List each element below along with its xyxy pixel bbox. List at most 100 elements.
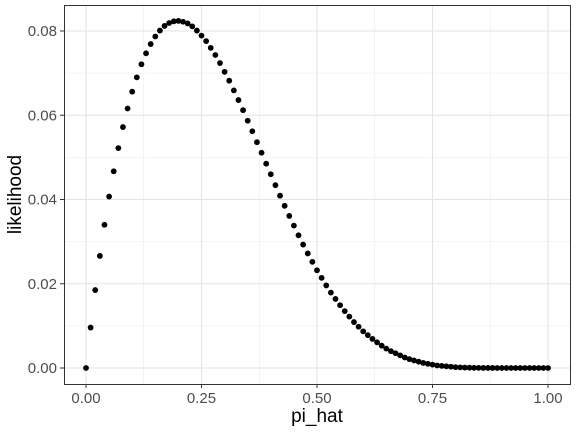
data-point xyxy=(120,124,126,130)
x-axis-tick-labels: 0.00 0.25 0.50 0.75 1.00 xyxy=(71,390,562,407)
data-point xyxy=(337,302,343,309)
y-axis-title: likelihood xyxy=(5,155,26,234)
data-point xyxy=(143,50,149,57)
y-axis-tick-labels: 0.00 0.02 0.04 0.06 0.08 xyxy=(28,23,57,377)
x-axis-title: pi_hat xyxy=(291,406,343,427)
y-tick-label: 0.06 xyxy=(28,107,57,124)
data-point xyxy=(217,60,223,66)
data-point xyxy=(314,267,320,274)
data-point xyxy=(480,365,487,371)
data-point xyxy=(281,202,288,209)
data-point xyxy=(138,61,145,68)
data-point xyxy=(129,88,136,95)
data-point xyxy=(115,145,122,152)
data-point xyxy=(166,20,173,26)
data-points xyxy=(83,17,551,371)
data-point xyxy=(448,363,454,370)
data-point xyxy=(291,222,297,229)
data-point xyxy=(244,117,251,124)
data-point xyxy=(471,364,477,371)
data-point xyxy=(351,319,357,325)
data-point xyxy=(226,77,233,84)
data-point xyxy=(300,241,307,248)
data-point xyxy=(198,32,205,39)
y-tick-label: 0.00 xyxy=(28,360,57,377)
data-point xyxy=(378,342,385,349)
data-point xyxy=(235,97,242,103)
data-point xyxy=(503,365,510,371)
data-point xyxy=(415,358,422,365)
data-point xyxy=(374,339,380,346)
data-point xyxy=(355,323,362,330)
data-point xyxy=(517,365,524,371)
data-point xyxy=(438,362,445,369)
data-point xyxy=(295,232,302,239)
data-point xyxy=(101,221,108,228)
data-point xyxy=(364,332,371,339)
data-point xyxy=(327,289,334,296)
data-point xyxy=(522,365,528,371)
data-point xyxy=(461,364,468,371)
major-gridlines xyxy=(64,5,570,384)
data-point xyxy=(332,296,339,302)
data-point xyxy=(346,313,353,320)
data-point xyxy=(540,365,547,371)
data-point xyxy=(388,348,394,355)
data-point xyxy=(212,52,219,58)
data-point xyxy=(420,360,427,366)
data-point xyxy=(304,250,311,257)
data-point xyxy=(434,362,441,369)
data-point xyxy=(508,365,514,371)
data-point xyxy=(406,356,413,363)
data-point xyxy=(106,193,112,200)
y-tick-label: 0.04 xyxy=(28,192,57,209)
data-point xyxy=(184,20,191,27)
data-point xyxy=(147,41,154,47)
data-point xyxy=(207,44,214,51)
data-point xyxy=(92,287,99,293)
data-point xyxy=(545,365,551,371)
data-point xyxy=(87,324,94,331)
data-point xyxy=(475,364,482,371)
x-tick-label: 0.75 xyxy=(418,390,447,407)
data-point xyxy=(512,365,519,371)
data-point xyxy=(401,354,408,361)
data-point xyxy=(392,350,399,357)
data-point xyxy=(152,33,159,40)
data-point xyxy=(193,27,200,34)
data-point xyxy=(457,364,464,371)
data-point xyxy=(133,74,140,81)
data-point xyxy=(230,87,237,94)
data-point xyxy=(170,18,177,25)
data-point xyxy=(254,139,260,146)
data-point xyxy=(249,128,256,135)
data-point xyxy=(180,18,186,25)
data-point xyxy=(277,192,283,199)
data-point xyxy=(535,365,542,371)
data-point xyxy=(240,107,246,114)
data-point xyxy=(124,105,131,112)
data-point xyxy=(110,168,117,175)
y-tick-label: 0.02 xyxy=(28,276,57,293)
data-point xyxy=(466,364,473,371)
data-point xyxy=(157,27,163,34)
data-point xyxy=(526,365,533,371)
data-point xyxy=(494,365,501,371)
data-point xyxy=(286,213,293,219)
data-point xyxy=(263,160,270,167)
data-point xyxy=(203,38,210,45)
data-point xyxy=(318,274,325,281)
data-point xyxy=(369,336,376,342)
data-point xyxy=(443,363,450,370)
data-point xyxy=(309,258,316,265)
x-tick-label: 1.00 xyxy=(533,390,562,407)
data-point xyxy=(485,365,491,371)
data-point xyxy=(452,364,459,371)
data-point xyxy=(83,365,89,371)
data-point xyxy=(221,68,228,75)
y-tick-label: 0.08 xyxy=(28,23,57,40)
data-point xyxy=(498,365,505,371)
data-point xyxy=(161,23,168,29)
data-point xyxy=(531,365,538,371)
